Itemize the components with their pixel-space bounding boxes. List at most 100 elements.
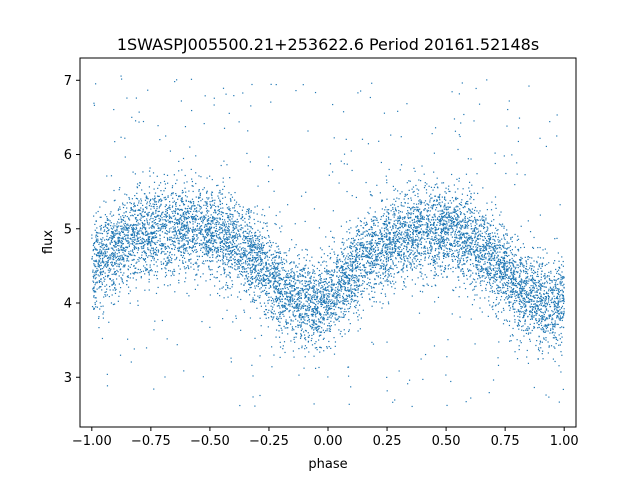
data-point (449, 206, 452, 208)
data-point (208, 197, 210, 199)
data-point (385, 244, 387, 246)
data-point (253, 251, 256, 254)
data-point (329, 326, 331, 328)
data-point (447, 202, 449, 204)
data-point (182, 237, 184, 239)
data-point (362, 233, 364, 235)
data-point (363, 243, 365, 245)
data-point (384, 246, 386, 248)
data-point (507, 270, 509, 272)
data-point (304, 337, 306, 340)
data-point (172, 192, 174, 194)
data-point (200, 228, 202, 230)
data-point (364, 275, 366, 277)
data-point (414, 255, 416, 258)
data-point (305, 284, 307, 287)
data-point (378, 140, 380, 142)
data-point (212, 245, 215, 247)
data-point (311, 334, 313, 337)
data-point (95, 220, 97, 222)
data-point (271, 302, 273, 304)
data-point (372, 266, 374, 268)
data-point (258, 272, 261, 274)
data-point (350, 242, 352, 244)
data-point (499, 241, 501, 243)
data-point (354, 292, 356, 295)
data-point (460, 270, 462, 272)
data-point (403, 220, 405, 223)
data-point (434, 195, 437, 197)
data-point (271, 267, 273, 269)
data-point (510, 271, 512, 274)
data-point (440, 223, 442, 225)
data-point (364, 246, 366, 248)
data-point (181, 240, 183, 242)
data-point (360, 90, 362, 92)
data-point (154, 201, 156, 203)
data-point (376, 244, 378, 247)
data-point (337, 300, 340, 302)
data-point (356, 230, 358, 232)
data-point (273, 272, 275, 274)
data-point (438, 258, 440, 260)
data-point (445, 212, 448, 214)
data-point (99, 248, 101, 251)
data-point (232, 236, 234, 238)
data-point (389, 243, 391, 245)
data-point (181, 222, 183, 224)
data-point (268, 275, 270, 278)
data-point (543, 325, 545, 327)
data-point (305, 300, 307, 302)
data-point (265, 278, 268, 280)
data-point (410, 227, 413, 229)
data-point (444, 205, 446, 207)
data-point (109, 242, 111, 244)
data-point (262, 208, 264, 211)
data-point (222, 260, 224, 262)
data-point (351, 255, 354, 257)
data-point (222, 230, 224, 232)
data-point (251, 299, 254, 301)
data-point (290, 285, 292, 288)
data-point (276, 268, 278, 271)
data-point (99, 258, 101, 260)
data-point (125, 234, 127, 236)
data-point (374, 258, 377, 260)
data-point (355, 274, 357, 276)
data-point (270, 83, 272, 85)
data-point (308, 288, 310, 290)
data-point (558, 300, 560, 302)
data-point (271, 308, 273, 310)
data-point (112, 236, 114, 238)
data-point (154, 248, 157, 250)
data-point (305, 248, 307, 250)
data-point (244, 261, 247, 263)
data-point (160, 228, 162, 230)
data-point (304, 296, 307, 299)
data-point (158, 217, 160, 220)
data-point (447, 238, 449, 240)
data-point (375, 257, 377, 259)
data-point (433, 152, 435, 154)
data-point (209, 260, 212, 263)
data-point (368, 243, 370, 245)
data-point (330, 302, 333, 305)
data-point (280, 312, 282, 314)
data-point (552, 290, 554, 292)
data-point (258, 279, 260, 281)
data-point (504, 252, 506, 254)
data-point (392, 231, 394, 234)
data-point (481, 256, 483, 258)
data-point (465, 257, 467, 259)
data-point (429, 252, 432, 254)
data-point (558, 401, 560, 403)
data-point (101, 232, 104, 235)
data-point (372, 254, 374, 256)
data-point (498, 264, 500, 266)
data-point (455, 219, 458, 221)
data-point (444, 231, 446, 233)
data-point (141, 241, 143, 243)
data-point (295, 264, 297, 267)
data-point (557, 311, 559, 313)
data-point (494, 245, 496, 247)
